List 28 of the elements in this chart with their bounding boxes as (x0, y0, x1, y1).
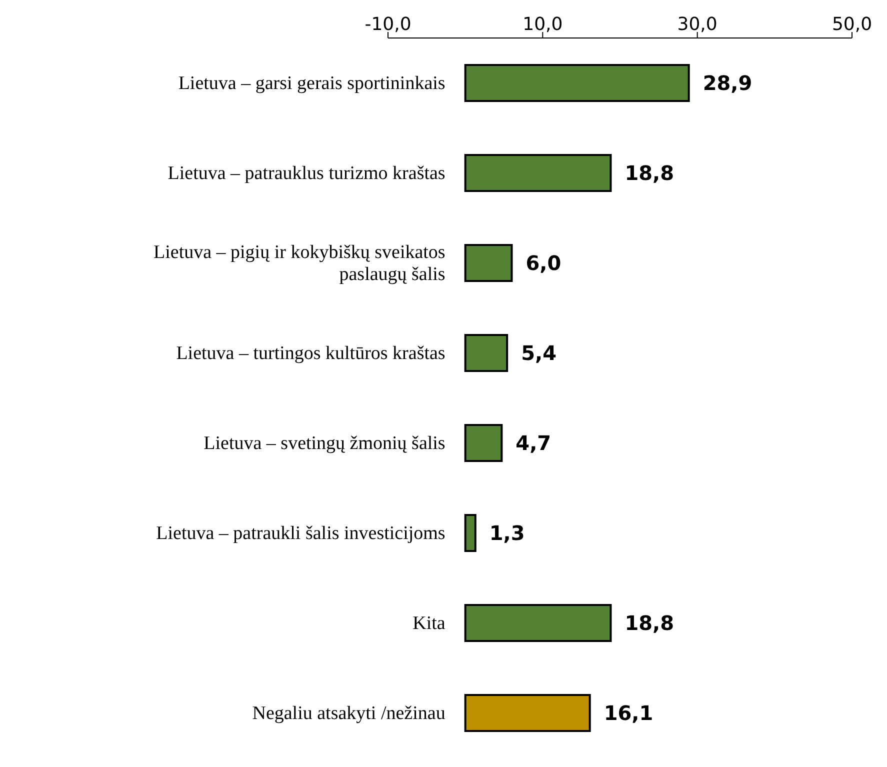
bar (464, 64, 690, 102)
y-tick-label: Negaliu atsakyti /nežinau (252, 702, 446, 724)
bar (464, 514, 476, 552)
x-tick-label: 30,0 (677, 14, 718, 35)
y-tick-label: Lietuva – patraukli šalis investicijoms (156, 522, 446, 544)
data-label: 16,1 (604, 701, 654, 726)
y-tick-label: Lietuva – garsi gerais sportininkais (178, 72, 446, 94)
x-tick-label: -10,0 (364, 14, 412, 35)
data-label: 18,8 (624, 611, 674, 636)
data-label: 5,4 (521, 341, 557, 366)
x-tick-label: 50,0 (832, 14, 872, 35)
data-label: 18,8 (624, 161, 674, 186)
data-label: 6,0 (526, 251, 562, 276)
y-tick-label: Lietuva – patrauklus turizmo kraštas (168, 162, 446, 184)
bar (464, 604, 612, 642)
bar (464, 424, 503, 462)
x-tick-label: 10,0 (522, 14, 563, 35)
data-label: 4,7 (516, 431, 552, 456)
bar (464, 244, 513, 282)
y-tick-label: Lietuva – pigių ir kokybiškų sveikatos paslaugų šalis (154, 242, 446, 284)
bar (464, 694, 591, 732)
y-tick-label: Lietuva – svetingų žmonių šalis (204, 432, 446, 454)
data-label: 28,9 (702, 71, 752, 96)
y-tick-label: Lietuva – turtingos kultūros kraštas (176, 342, 446, 364)
y-tick-label: Kita (412, 612, 446, 634)
bar (464, 154, 612, 192)
data-label: 1,3 (489, 521, 525, 546)
bar (464, 334, 508, 372)
